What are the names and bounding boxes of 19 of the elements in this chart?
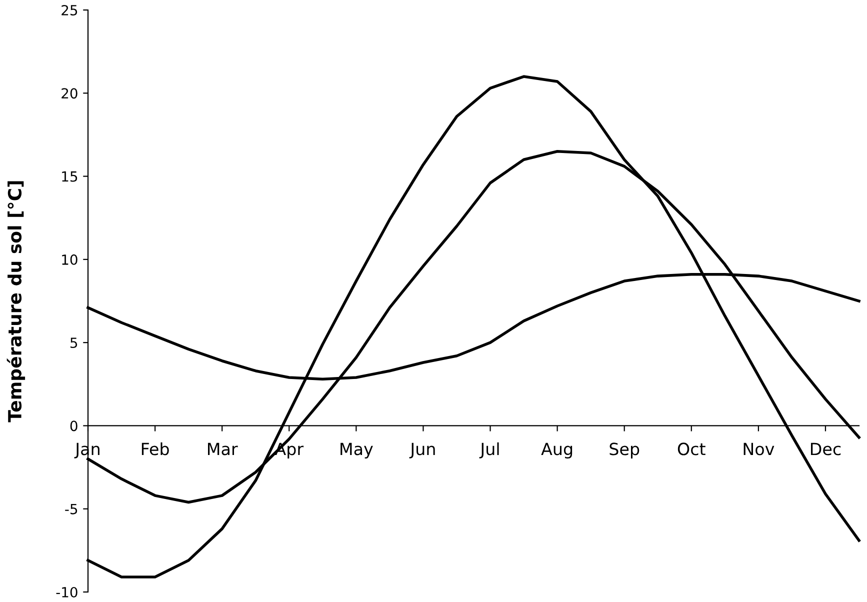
x-tick-label: Nov [744, 442, 774, 456]
y-tick-label: 25 [62, 4, 78, 16]
y-axis-title: Température du sol [°C] [6, 181, 26, 422]
y-tick-label: 20 [62, 88, 78, 99]
y-tick-label: 5 [70, 338, 78, 348]
x-tick-label: Feb [142, 442, 169, 456]
x-tick-label: Mar [208, 442, 238, 456]
y-tick-label: 10 [62, 254, 78, 265]
x-tick-label: Sep [610, 442, 640, 459]
y-tick-label: -5 [65, 504, 78, 514]
y-tick-label: 15 [62, 171, 78, 182]
x-tick-label: Jul [479, 442, 499, 458]
y-tick-label: -10 [56, 586, 78, 598]
x-tick-label: Dec [810, 442, 841, 456]
x-tick-label: May [340, 442, 373, 459]
x-tick-label: Oct [678, 442, 706, 456]
x-tick-label: Aug [541, 442, 572, 459]
y-tick-label: 0 [70, 420, 78, 432]
x-tick-label: Jun [409, 442, 435, 458]
